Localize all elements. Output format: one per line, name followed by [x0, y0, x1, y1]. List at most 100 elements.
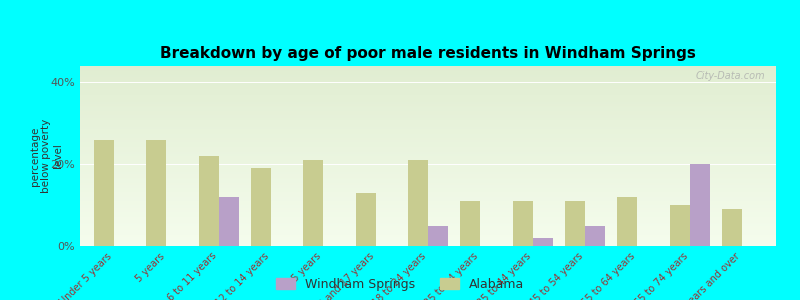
Bar: [80, 161, 776, 163]
Bar: [80, 224, 776, 226]
Bar: [408, 160, 428, 246]
Bar: [80, 118, 776, 120]
Bar: [80, 122, 776, 124]
Bar: [94, 140, 114, 246]
Bar: [80, 68, 776, 70]
Bar: [80, 152, 776, 154]
Bar: [80, 71, 776, 73]
Bar: [251, 168, 271, 246]
Bar: [80, 140, 776, 142]
Bar: [80, 124, 776, 125]
Bar: [80, 138, 776, 140]
Bar: [80, 228, 776, 230]
Bar: [80, 75, 776, 77]
Bar: [80, 111, 776, 113]
Bar: [80, 151, 776, 152]
Bar: [80, 221, 776, 223]
Bar: [80, 176, 776, 178]
Bar: [80, 210, 776, 212]
Bar: [80, 172, 776, 174]
Bar: [80, 158, 776, 160]
Bar: [80, 84, 776, 86]
Bar: [80, 212, 776, 214]
Bar: [80, 142, 776, 143]
Bar: [80, 226, 776, 228]
Bar: [513, 201, 533, 246]
Bar: [80, 169, 776, 170]
Bar: [80, 165, 776, 167]
Bar: [80, 208, 776, 210]
Bar: [80, 147, 776, 149]
Bar: [80, 203, 776, 205]
Bar: [80, 93, 776, 95]
Bar: [461, 201, 480, 246]
Bar: [80, 79, 776, 80]
Bar: [80, 192, 776, 194]
Bar: [80, 237, 776, 239]
Text: City-Data.com: City-Data.com: [696, 71, 766, 81]
Bar: [80, 215, 776, 217]
Legend: Windham Springs, Alabama: Windham Springs, Alabama: [276, 278, 524, 291]
Bar: [428, 226, 448, 246]
Bar: [670, 205, 690, 246]
Bar: [80, 133, 776, 134]
Bar: [80, 196, 776, 197]
Bar: [80, 109, 776, 111]
Bar: [80, 190, 776, 192]
Bar: [80, 77, 776, 79]
Bar: [618, 197, 638, 246]
Bar: [80, 233, 776, 235]
Bar: [80, 185, 776, 187]
Bar: [80, 156, 776, 158]
Bar: [80, 178, 776, 179]
Bar: [80, 170, 776, 172]
Bar: [80, 230, 776, 232]
Bar: [80, 187, 776, 188]
Bar: [80, 205, 776, 206]
Title: Breakdown by age of poor male residents in Windham Springs: Breakdown by age of poor male residents …: [160, 46, 696, 61]
Bar: [80, 242, 776, 244]
Bar: [80, 100, 776, 102]
Bar: [80, 125, 776, 127]
Bar: [80, 194, 776, 196]
Bar: [80, 154, 776, 156]
Bar: [80, 66, 776, 68]
Bar: [80, 91, 776, 93]
Bar: [80, 199, 776, 201]
Bar: [80, 235, 776, 237]
Bar: [80, 201, 776, 203]
Bar: [80, 86, 776, 88]
Bar: [80, 149, 776, 151]
Bar: [80, 120, 776, 122]
Bar: [80, 160, 776, 161]
Bar: [80, 223, 776, 224]
Bar: [585, 226, 605, 246]
Bar: [80, 241, 776, 242]
Bar: [80, 107, 776, 109]
Bar: [80, 115, 776, 116]
Bar: [80, 129, 776, 131]
Bar: [80, 167, 776, 169]
Bar: [80, 88, 776, 89]
Bar: [80, 219, 776, 221]
Bar: [198, 156, 218, 246]
Bar: [80, 145, 776, 147]
Bar: [80, 183, 776, 185]
Bar: [80, 80, 776, 82]
Bar: [80, 188, 776, 190]
Bar: [80, 82, 776, 84]
Bar: [218, 197, 238, 246]
Bar: [80, 163, 776, 165]
Bar: [80, 104, 776, 106]
Bar: [80, 179, 776, 181]
Bar: [533, 238, 553, 246]
Bar: [80, 70, 776, 71]
Bar: [80, 232, 776, 233]
Bar: [80, 106, 776, 107]
Bar: [565, 201, 585, 246]
Bar: [80, 116, 776, 118]
Bar: [80, 95, 776, 97]
Bar: [80, 73, 776, 75]
Bar: [690, 164, 710, 246]
Bar: [80, 127, 776, 129]
